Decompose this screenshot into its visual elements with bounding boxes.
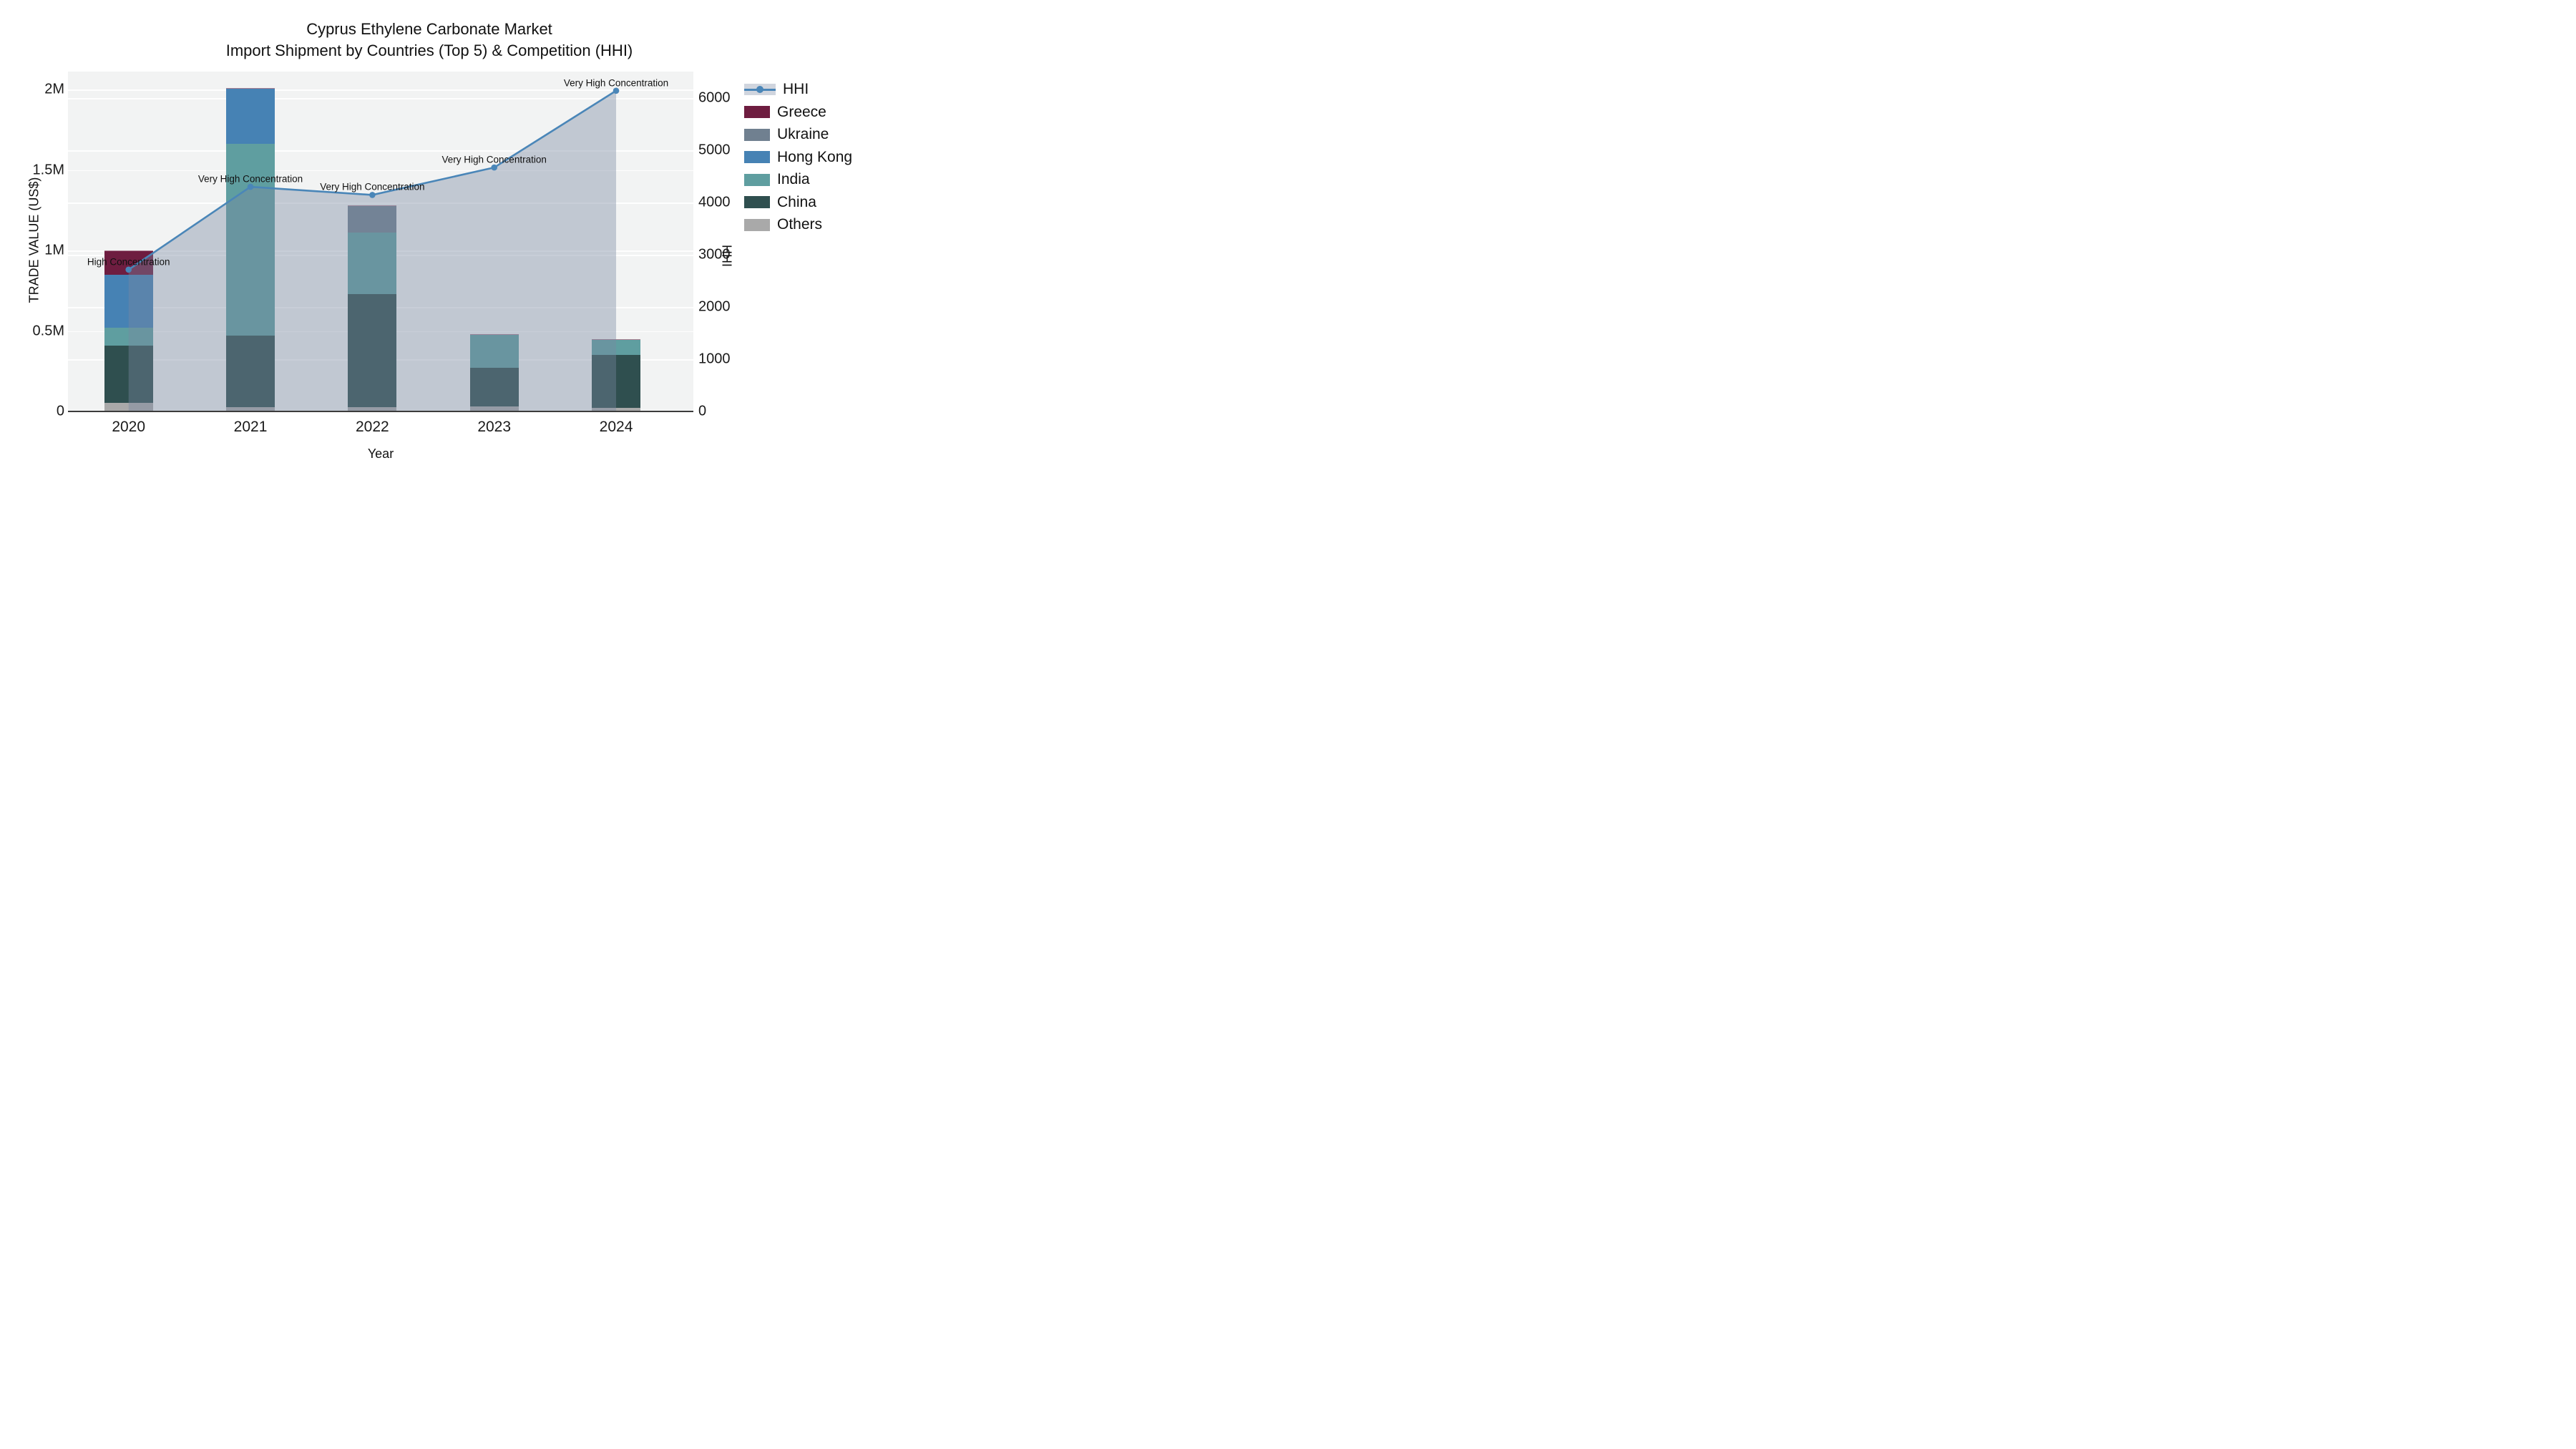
hhi-marker xyxy=(369,192,376,198)
bar-segment-hong-kong xyxy=(104,275,153,328)
gridline-hhi xyxy=(68,98,693,99)
legend-hhi-line-swatch xyxy=(744,84,776,95)
y-tick-right: 4000 xyxy=(698,194,731,210)
bar-segment-hong-kong xyxy=(226,88,275,144)
y-tick-right: 2000 xyxy=(698,298,731,315)
plot-area: High Concentration Very High Concentratio… xyxy=(68,72,693,411)
bar-segment-others xyxy=(104,403,153,411)
y-tick-left: 0.5M xyxy=(32,323,64,338)
legend-color-swatch xyxy=(744,173,770,186)
legend-label: HHI xyxy=(783,81,809,97)
legend-label: China xyxy=(777,193,816,210)
annotation-2023: Very High Concentration xyxy=(441,154,547,165)
legend-label: Hong Kong xyxy=(777,148,853,165)
annotation-2020: High Concentration xyxy=(87,256,170,268)
gridline-trade-value xyxy=(68,89,693,91)
hhi-line-layer xyxy=(125,87,620,411)
x-axis-title: Year xyxy=(367,447,394,461)
legend-label: India xyxy=(777,171,810,187)
bar-segment-india xyxy=(592,339,641,355)
bar-segment-china xyxy=(226,336,275,407)
chart-title-line2: Import Shipment by Countries (Top 5) & C… xyxy=(225,42,633,59)
bar-segment-ukraine xyxy=(348,205,397,233)
bar-segment-india xyxy=(469,334,519,368)
y-tick-right: 1000 xyxy=(698,351,731,367)
hhi-area-fill xyxy=(128,90,617,411)
legend-item-hhi[interactable]: HHI xyxy=(744,80,809,99)
x-tick-2023: 2023 xyxy=(477,419,512,435)
x-tick-2020: 2020 xyxy=(112,419,146,435)
x-tick-2021: 2021 xyxy=(233,419,268,435)
bar-segment-china xyxy=(348,294,397,408)
chart-title-line1: Cyprus Ethylene Carbonate Market xyxy=(306,20,552,38)
legend-color-swatch xyxy=(744,218,770,231)
bar-segment-others xyxy=(348,407,397,411)
hhi-marker xyxy=(125,266,132,273)
y-tick-right: 5000 xyxy=(698,142,731,158)
legend-item-others[interactable]: Others xyxy=(744,215,822,234)
legend-item-china[interactable]: China xyxy=(744,193,816,212)
hhi-marker xyxy=(491,164,497,171)
legend-hhi-marker xyxy=(756,86,763,93)
bar-segment-china xyxy=(104,345,153,404)
legend-color-swatch xyxy=(744,151,770,163)
x-axis-line xyxy=(68,411,693,412)
bar-segment-others xyxy=(592,408,641,411)
y-tick-left: 1.5M xyxy=(32,162,64,177)
y-axis-right-title: HHI xyxy=(719,245,734,267)
annotation-2021: Very High Concentration xyxy=(197,173,303,185)
bar-top-edge xyxy=(469,333,519,335)
annotation-2024: Very High Concentration xyxy=(563,77,669,89)
legend-item-ukraine[interactable]: Ukraine xyxy=(744,125,829,144)
x-tick-2022: 2022 xyxy=(356,419,389,435)
y-tick-right: 0 xyxy=(698,403,707,419)
legend-label: Others xyxy=(777,216,823,233)
y-axis-left-title: TRADE VALUE (US$) xyxy=(26,177,42,303)
bar-top-edge xyxy=(592,338,641,340)
hhi-marker xyxy=(613,87,620,94)
bar-segment-india xyxy=(226,143,275,336)
legend-color-swatch xyxy=(744,106,770,118)
chart-title: Cyprus Ethylene Carbonate Market Import … xyxy=(0,19,859,62)
annotation-2022: Very High Concentration xyxy=(320,181,425,192)
figure: Cyprus Ethylene Carbonate Market Import … xyxy=(0,0,859,483)
bar-segment-others xyxy=(469,406,519,411)
bar-segment-others xyxy=(226,406,275,411)
y-tick-left: 1M xyxy=(44,242,64,258)
bar-segment-china xyxy=(592,354,641,409)
y-tick-left: 2M xyxy=(44,81,64,97)
legend-item-india[interactable]: India xyxy=(744,170,810,189)
legend-color-swatch xyxy=(744,128,770,141)
bar-segment-china xyxy=(469,367,519,406)
y-tick-left: 0 xyxy=(56,403,64,419)
bar-segment-india xyxy=(348,233,397,295)
legend-label: Ukraine xyxy=(777,126,829,142)
bar-segment-india xyxy=(104,328,153,346)
legend-item-hong-kong[interactable]: Hong Kong xyxy=(744,148,852,167)
y-tick-right: 6000 xyxy=(698,89,731,106)
legend-color-swatch xyxy=(744,196,770,208)
bar-top-edge xyxy=(226,87,275,89)
gridline-hhi xyxy=(68,150,693,152)
legend-label: Greece xyxy=(777,103,826,120)
bar-top-edge xyxy=(348,205,397,206)
y-tick-right: 3000 xyxy=(698,246,731,263)
bar-top-edge xyxy=(104,250,153,251)
legend-item-greece[interactable]: Greece xyxy=(744,103,826,122)
gridline-trade-value xyxy=(68,170,693,171)
hhi-marker xyxy=(247,183,254,190)
x-tick-2024: 2024 xyxy=(599,419,633,435)
gridline-hhi xyxy=(68,203,693,204)
